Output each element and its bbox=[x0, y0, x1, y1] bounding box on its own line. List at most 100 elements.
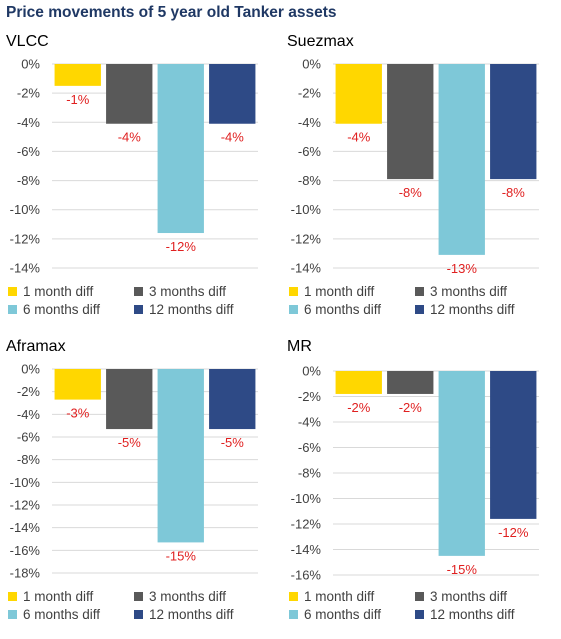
bar bbox=[438, 64, 485, 255]
y-tick-label: -2% bbox=[17, 86, 41, 101]
data-label: -4% bbox=[347, 130, 371, 145]
data-label: -8% bbox=[502, 185, 526, 200]
data-label: -13% bbox=[447, 261, 478, 276]
legend-label: 6 months diff bbox=[23, 302, 100, 317]
panel-vlcc: VLCC 0% -2% -4% -6% -8% -10% -12% -14% -1% -4% -12%… bbox=[0, 30, 280, 330]
y-tick-label: -4% bbox=[17, 115, 41, 130]
data-label: -12% bbox=[498, 525, 529, 540]
legend-swatch bbox=[415, 305, 424, 314]
y-tick-label: -10% bbox=[291, 491, 322, 506]
legend-label: 12 months diff bbox=[149, 607, 234, 622]
legend-label: 12 months diff bbox=[430, 302, 515, 317]
y-tick-label: -14% bbox=[291, 542, 322, 557]
panel-aframax: Aframax 0% -2% -4% -6% -8% -10% -12% -14% -16% -18… bbox=[0, 335, 280, 635]
y-tick-label: -10% bbox=[10, 202, 41, 217]
bar bbox=[106, 64, 153, 124]
bar bbox=[335, 371, 382, 394]
legend-label: 1 month diff bbox=[23, 284, 94, 299]
y-tick-label: -4% bbox=[298, 415, 322, 430]
legend-label: 3 months diff bbox=[430, 284, 507, 299]
data-label: -4% bbox=[221, 130, 245, 145]
legend-label: 3 months diff bbox=[149, 284, 226, 299]
y-tick-label: -2% bbox=[298, 86, 322, 101]
y-tick-label: -10% bbox=[10, 475, 41, 490]
y-tick-label: -2% bbox=[298, 389, 322, 404]
legend-swatch bbox=[134, 305, 143, 314]
data-label: -5% bbox=[118, 435, 142, 450]
y-tick-label: -14% bbox=[10, 261, 41, 276]
legend-swatch bbox=[415, 592, 424, 601]
y-tick-label: 0% bbox=[302, 57, 321, 72]
legend-swatch bbox=[289, 610, 298, 619]
data-label: -15% bbox=[166, 548, 197, 563]
legend-label: 6 months diff bbox=[23, 607, 100, 622]
legend-swatch bbox=[8, 592, 17, 601]
bar bbox=[438, 371, 485, 556]
y-tick-label: -4% bbox=[17, 407, 41, 422]
data-label: -5% bbox=[221, 435, 245, 450]
figure-title: Price movements of 5 year old Tanker ass… bbox=[6, 4, 337, 21]
y-tick-label: -16% bbox=[291, 568, 322, 583]
y-tick-label: 0% bbox=[302, 364, 321, 379]
legend-swatch bbox=[289, 287, 298, 296]
y-tick-label: -18% bbox=[10, 566, 41, 581]
bar bbox=[157, 64, 204, 234]
bar bbox=[54, 64, 101, 86]
bar bbox=[54, 369, 101, 400]
chart-aframax: Aframax 0% -2% -4% -6% -8% -10% -12% -14% -16% -18… bbox=[6, 338, 258, 622]
mr-title: MR bbox=[287, 338, 312, 355]
legend-label: 3 months diff bbox=[430, 589, 507, 604]
legend-label: 3 months diff bbox=[149, 589, 226, 604]
legend-label: 1 month diff bbox=[23, 589, 94, 604]
bar bbox=[490, 64, 537, 180]
y-tick-label: -10% bbox=[291, 202, 322, 217]
suezmax-title: Suezmax bbox=[287, 33, 354, 50]
legend-swatch bbox=[8, 287, 17, 296]
bar bbox=[387, 64, 434, 180]
y-tick-label: -14% bbox=[291, 261, 322, 276]
bar bbox=[209, 64, 256, 124]
y-tick-label: -12% bbox=[291, 231, 322, 246]
legend-swatch bbox=[134, 592, 143, 601]
y-tick-label: -6% bbox=[298, 144, 322, 159]
legend-label: 12 months diff bbox=[149, 302, 234, 317]
data-label: -1% bbox=[66, 92, 90, 107]
data-label: -4% bbox=[118, 130, 142, 145]
y-tick-label: -8% bbox=[298, 466, 322, 481]
legend-label: 6 months diff bbox=[304, 607, 381, 622]
legend-swatch bbox=[289, 592, 298, 601]
bar bbox=[387, 371, 434, 394]
y-tick-label: 0% bbox=[21, 362, 40, 377]
y-tick-label: -14% bbox=[10, 520, 41, 535]
bar bbox=[490, 371, 537, 519]
legend-swatch bbox=[134, 287, 143, 296]
chart-suezmax: Suezmax 0% -2% -4% -6% -8% -10% -12% -14% -4% -8% -… bbox=[287, 33, 539, 317]
legend-swatch bbox=[134, 610, 143, 619]
bar bbox=[209, 369, 256, 430]
data-label: -8% bbox=[399, 185, 423, 200]
y-tick-label: -6% bbox=[298, 440, 322, 455]
panel-suezmax: Suezmax 0% -2% -4% -6% -8% -10% -12% -14% -4% -8% -… bbox=[281, 30, 561, 330]
data-label: -2% bbox=[399, 400, 423, 415]
y-tick-label: -12% bbox=[291, 517, 322, 532]
bar bbox=[335, 64, 382, 124]
legend-swatch bbox=[415, 287, 424, 296]
chart-vlcc: VLCC 0% -2% -4% -6% -8% -10% -12% -14% -1% -4% -12%… bbox=[6, 33, 258, 317]
data-label: -15% bbox=[447, 562, 478, 577]
data-label: -12% bbox=[166, 239, 197, 254]
data-label: -3% bbox=[66, 406, 90, 421]
data-label: -2% bbox=[347, 400, 371, 415]
y-tick-label: -6% bbox=[17, 430, 41, 445]
y-tick-label: 0% bbox=[21, 57, 40, 72]
legend-label: 12 months diff bbox=[430, 607, 515, 622]
y-tick-label: -12% bbox=[10, 498, 41, 513]
y-tick-label: -8% bbox=[298, 173, 322, 188]
legend-swatch bbox=[415, 610, 424, 619]
y-tick-label: -4% bbox=[298, 115, 322, 130]
y-tick-label: -12% bbox=[10, 231, 41, 246]
y-tick-label: -8% bbox=[17, 173, 41, 188]
bar bbox=[157, 369, 204, 543]
y-tick-label: -6% bbox=[17, 144, 41, 159]
y-tick-label: -8% bbox=[17, 452, 41, 467]
